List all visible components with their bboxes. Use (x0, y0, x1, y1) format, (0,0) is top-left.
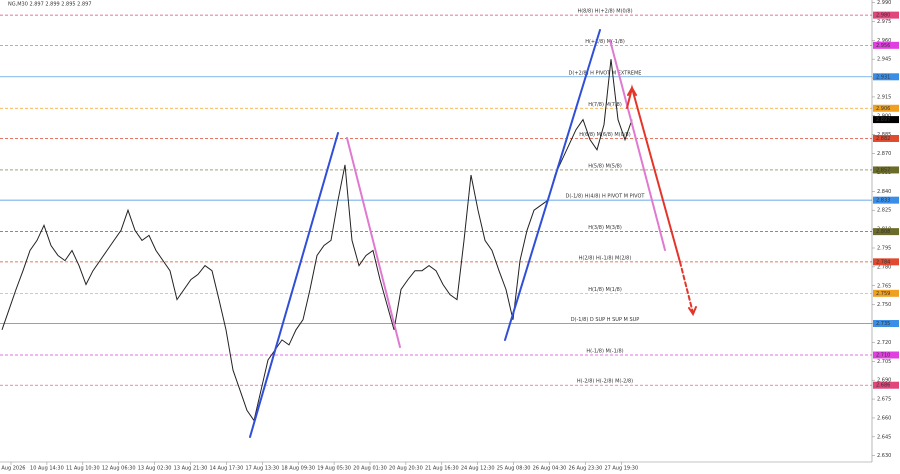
price-box (873, 166, 899, 174)
price-box (873, 134, 899, 142)
price-label: 2.759 (876, 291, 890, 297)
level-label: H(2/8) H(-1/8) M(2/8) (579, 255, 632, 261)
x-tick-label: 11 Aug 10:30 (66, 466, 100, 472)
price-box (873, 381, 899, 389)
price-box (873, 289, 899, 297)
y-tick-label: 2.975 (877, 19, 891, 25)
y-tick-label: 2.705 (877, 359, 891, 365)
level-label: H(8/8) H(+2/8) M(0/8) (577, 9, 632, 15)
price-label: 2.686 (876, 383, 890, 389)
x-tick-label: 14 Aug 17:30 (210, 466, 244, 472)
y-tick-label: 2.990 (877, 0, 891, 6)
y-tick-label: 2.780 (877, 264, 891, 270)
y-tick-label: 2.840 (877, 189, 891, 195)
price-box (873, 351, 899, 359)
y-tick-label: 2.870 (877, 151, 891, 157)
y-tick-label: 2.660 (877, 415, 891, 421)
price-line (1, 59, 633, 422)
price-box (873, 258, 899, 266)
level-label: D(+2/8) H PIVOT M EXTREME (569, 70, 642, 76)
x-tick-label: 24 Aug 12:30 (461, 466, 495, 472)
arrow-head (688, 306, 697, 317)
chart-title: NG,M30 2.897 2.899 2.895 2.897 (8, 2, 92, 8)
level-label: H(-1/8) M(-1/8) (586, 348, 623, 354)
forecast-arrow (679, 261, 694, 314)
y-tick-label: 2.630 (877, 453, 891, 459)
price-box (873, 11, 899, 19)
trend-line (249, 132, 339, 438)
y-tick-label: 2.825 (877, 208, 891, 214)
price-box (873, 228, 899, 236)
x-tick-label: 26 Aug 04:30 (533, 466, 567, 472)
level-label: H(3/8) M(3/8) (588, 225, 622, 231)
y-tick-label: 2.690 (877, 378, 891, 384)
x-tick-label: 12 Aug 06:30 (102, 466, 136, 472)
x-tick-label: 13 Aug 02:30 (138, 466, 172, 472)
current-price-box (873, 116, 899, 124)
level-label: H(1/8) M(1/8) (588, 287, 622, 293)
y-tick-label: 2.945 (877, 57, 891, 63)
price-label: 2.784 (876, 259, 890, 265)
y-tick-label: 2.675 (877, 397, 891, 403)
x-tick-label: 17 Aug 13:30 (245, 466, 279, 472)
level-label: D(-1/8) D SUP H SUP M SUP (571, 317, 640, 323)
x-tick-label: 13 Aug 21:30 (174, 466, 208, 472)
x-tick-label: 19 Aug 05:30 (317, 466, 351, 472)
arrow-head (627, 85, 637, 96)
price-label: 2.857 (876, 167, 890, 173)
price-label: 2.956 (876, 43, 890, 49)
level-label: H(+1/8) M(-1/8) (585, 39, 625, 45)
price-label: 2.710 (876, 352, 890, 358)
x-tick-label: 25 Aug 08:30 (497, 466, 531, 472)
x-tick-label: 21 Aug 16:30 (425, 466, 459, 472)
trend-line (346, 137, 401, 348)
level-label: H(5/8) M(5/8) (588, 163, 622, 169)
level-label: H(-2/8) H(-2/8) M(-2/8) (577, 379, 633, 385)
current-price-label: 2.897 (876, 117, 890, 123)
y-tick-label: 2.720 (877, 340, 891, 346)
price-label: 2.882 (876, 136, 890, 142)
x-tick-label: 10 Aug 14:30 (30, 466, 64, 472)
y-tick-label: 2.645 (877, 434, 891, 440)
price-box (873, 73, 899, 81)
level-label: H(7/8) M(7/8) (588, 102, 622, 108)
price-label: 2.808 (876, 229, 890, 235)
price-label: 2.735 (876, 321, 890, 327)
x-tick-label: 26 Aug 23:30 (569, 466, 603, 472)
price-label: 2.833 (876, 198, 890, 204)
y-tick-label: 2.915 (877, 94, 891, 100)
x-tick-label: 27 Aug 19:30 (604, 466, 638, 472)
trend-line (504, 29, 601, 341)
price-label: 2.906 (876, 106, 890, 112)
level-label: D(-1/8) H(4/8) H PIVOT M PIVOT (566, 194, 646, 200)
x-tick-label: 20 Aug 20:30 (389, 466, 423, 472)
price-box (873, 104, 899, 112)
x-tick-label: 20 Aug 01:30 (353, 466, 387, 472)
y-tick-label: 2.960 (877, 38, 891, 44)
trend-line (609, 39, 666, 251)
price-label: 2.980 (876, 13, 890, 19)
price-box (873, 41, 899, 49)
y-tick-label: 2.765 (877, 283, 891, 289)
x-tick-label: 7 Aug 2026 (0, 466, 25, 472)
y-tick-label: 2.795 (877, 245, 891, 251)
y-tick-label: 2.750 (877, 302, 891, 308)
price-box (873, 196, 899, 204)
price-label: 2.931 (876, 74, 890, 80)
grid: 2.630 2.645 2.660 2.675 2.690 2.705 2.720 2.735… (0, 0, 899, 459)
level-label: H(6/8) M(6/8) M(0/8) (579, 132, 630, 138)
price-box (873, 320, 899, 328)
x-tick-label: 18 Aug 09:30 (281, 466, 315, 472)
drawings (249, 29, 697, 438)
